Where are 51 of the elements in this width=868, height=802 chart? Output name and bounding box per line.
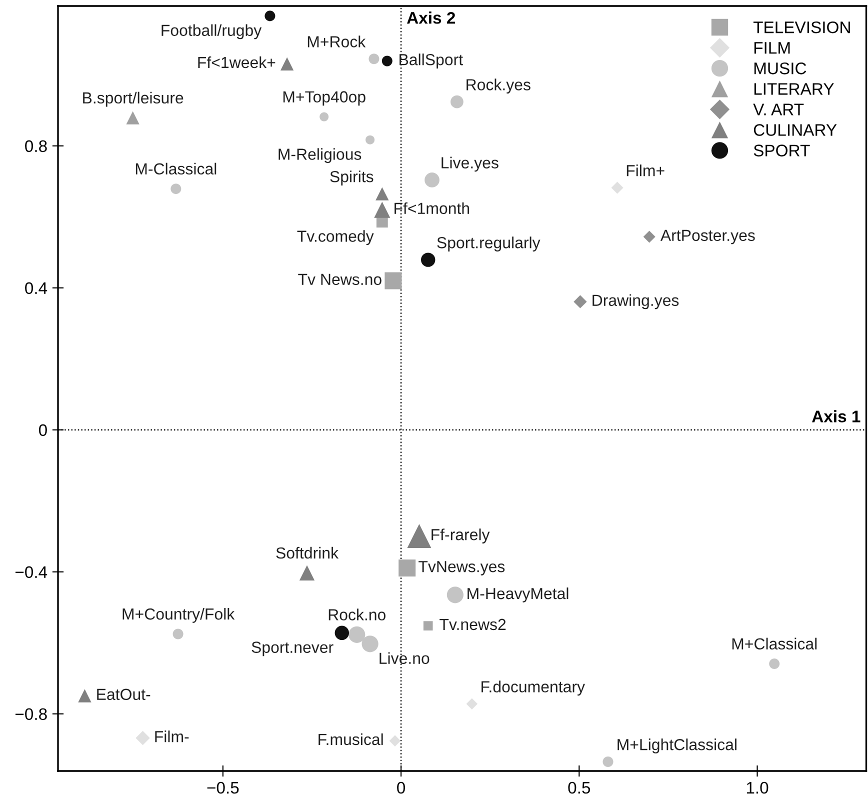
legend-label: TELEVISION [753,21,850,34]
data-label: M+LightClassical [618,738,736,754]
ref-line-label: Axis 1 [812,410,860,422]
y-tick-label: 0.4 [25,282,48,294]
data-label: M+Country/Folk [122,608,235,623]
data-label: Football/rugby [162,24,262,40]
y-tick-label: 0 [38,424,47,436]
x-tick-label: −0.5 [207,782,239,794]
data-label: B.sport/leisure [83,92,184,107]
data-label: M-Classical [136,162,216,175]
data-label: M+Top40op [283,91,366,106]
x-tick-label: 1.0 [746,782,768,794]
data-label: Ff<1week+ [198,56,276,68]
data-label: Ff-rarely [432,528,490,544]
data-label: Film- [155,730,189,742]
ref-line-label: Axis 2 [407,12,456,24]
data-label: Softdrink [276,546,339,559]
data-label: Drawing.yes [592,294,679,310]
data-label: Rock.yes [466,78,530,94]
data-label: Sport.never [252,642,334,656]
legend-label: LITERARY [754,83,834,95]
data-label: M-HeavyMetal [468,587,568,602]
data-label: F.documentary [482,680,585,696]
data-label: Spirits [330,170,374,186]
y-tick-label: 0.8 [25,140,47,152]
data-label: Live.yes [442,156,498,172]
data-label: M+Rock [308,36,366,48]
data-label: M+Classical [732,638,817,650]
legend-label: SPORT [754,144,810,156]
legend-label: CULINARY [754,124,837,136]
data-label: Sport.regularly [437,236,540,252]
data-label: Tv.comedy [297,230,374,246]
data-label: F.musical [318,733,383,746]
data-label: ArtPoster.yes [660,230,755,244]
data-label: Live.no [380,652,430,664]
data-label: Ff<1month [394,202,470,214]
data-label: TvNews.yes [418,561,505,576]
legend-label: V. ART [753,104,804,116]
data-label: Rock.no [328,608,386,620]
x-tick-label: 0 [397,782,406,794]
legend-label: FILM [754,42,790,54]
legend-label: MUSIC [754,62,806,74]
data-label: M-Religious [278,148,362,164]
y-tick-label: −0.4 [16,566,48,578]
data-label: EatOut- [97,688,150,700]
data-label: Film+ [626,164,664,176]
data-label: Tv.news2 [440,618,506,630]
data-label: Tv News.no [298,274,382,286]
x-tick-label: 0.5 [568,782,590,794]
data-label: BallSport [400,54,463,68]
y-tick-label: −0.8 [16,708,47,720]
